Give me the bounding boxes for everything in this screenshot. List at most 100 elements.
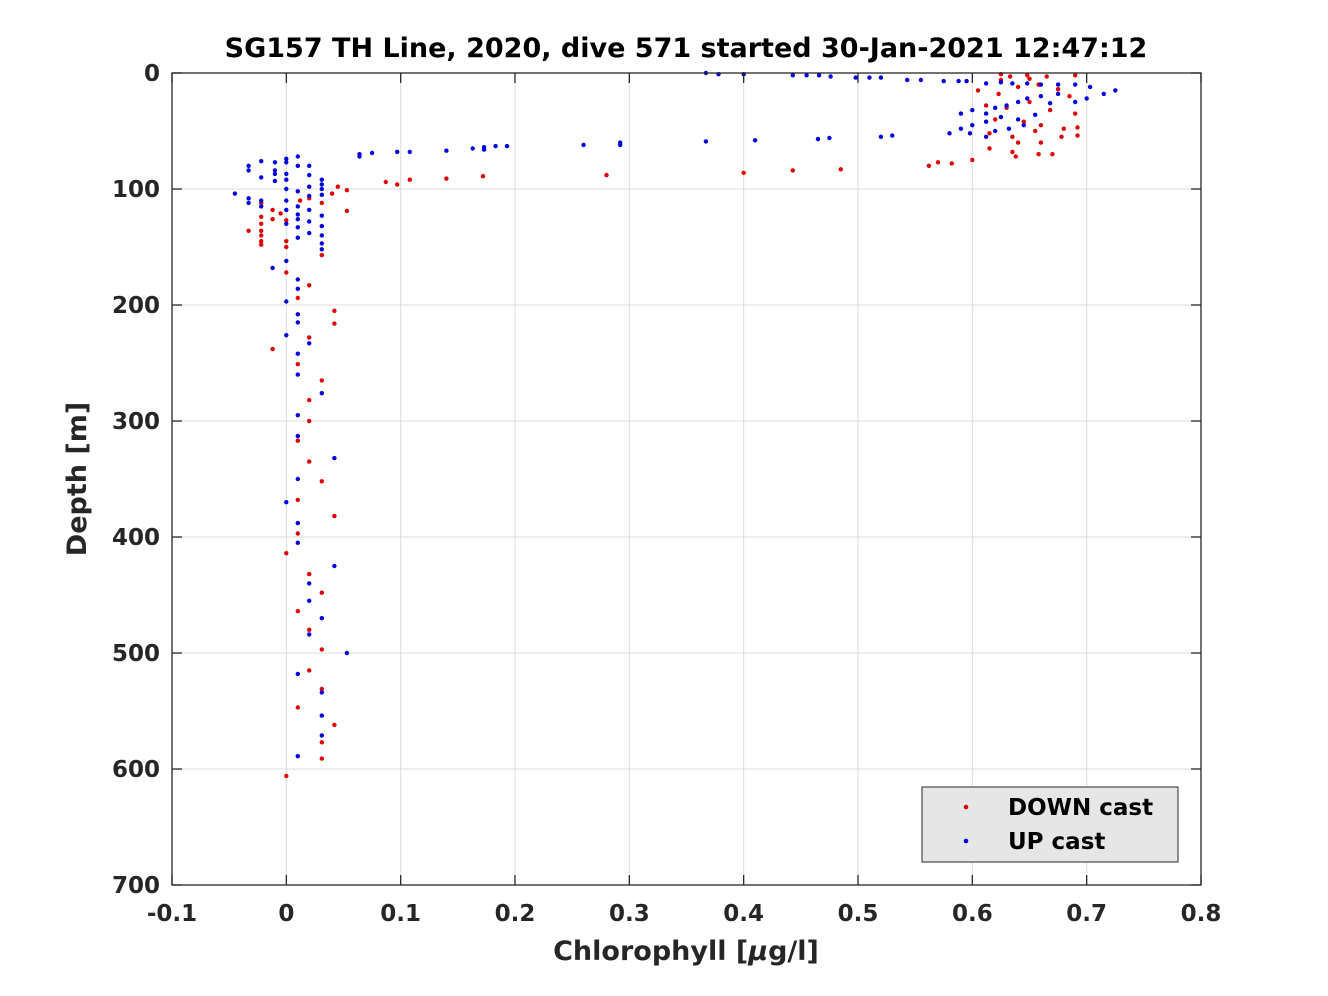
data-point <box>246 228 251 233</box>
data-point <box>993 128 998 134</box>
y-tick-label: 500 <box>112 641 160 667</box>
data-point <box>332 308 337 313</box>
data-point <box>272 168 278 173</box>
data-point <box>307 341 312 346</box>
data-point <box>295 320 300 325</box>
data-point <box>357 154 362 159</box>
data-point <box>295 372 300 377</box>
data-point <box>383 179 388 185</box>
data-point <box>307 163 312 168</box>
data-point <box>307 397 312 403</box>
data-point <box>1013 154 1018 159</box>
y-tick-label: 700 <box>112 873 160 899</box>
series-down-cast <box>246 72 1080 779</box>
data-point <box>1010 149 1015 155</box>
data-point <box>307 283 312 288</box>
data-point <box>319 756 324 761</box>
plot-area-frame <box>171 72 1202 886</box>
data-point <box>804 73 809 78</box>
data-point <box>259 239 264 244</box>
data-point <box>284 333 289 338</box>
data-point <box>284 198 289 203</box>
data-point <box>295 705 300 710</box>
data-point <box>827 135 832 141</box>
data-point <box>295 286 300 291</box>
legend-label-down-cast: DOWN cast <box>1008 795 1153 821</box>
data-point <box>1055 82 1061 87</box>
series-up-cast <box>232 70 1118 759</box>
data-point <box>332 513 337 519</box>
data-point <box>1036 152 1041 157</box>
data-point <box>1075 133 1080 138</box>
data-point <box>259 214 264 219</box>
data-point <box>332 455 337 461</box>
data-point <box>319 192 324 197</box>
legend: DOWN cast UP cast <box>921 786 1179 863</box>
data-point <box>983 134 989 139</box>
data-point <box>319 690 324 695</box>
chart-title: SG157 TH Line, 2020, dive 571 started 30… <box>225 33 1148 64</box>
data-point <box>295 433 300 439</box>
data-point <box>1010 134 1015 139</box>
data-point <box>307 668 312 673</box>
data-point <box>307 598 312 603</box>
data-point <box>295 351 300 356</box>
data-point <box>284 160 289 165</box>
data-point <box>983 119 989 124</box>
data-point <box>996 91 1001 97</box>
data-point <box>867 75 872 80</box>
legend-box <box>921 786 1179 863</box>
data-point <box>295 540 300 545</box>
data-point <box>1004 103 1009 108</box>
data-point <box>878 75 884 80</box>
scatter-points <box>232 70 1118 779</box>
data-point <box>259 204 264 209</box>
data-point <box>581 142 586 148</box>
data-point <box>295 212 300 217</box>
x-tick-label: 0.6 <box>952 901 993 927</box>
data-point <box>947 131 952 136</box>
data-point <box>1087 84 1093 90</box>
data-point <box>284 270 289 275</box>
data-point <box>1025 73 1030 78</box>
data-point <box>444 176 449 181</box>
data-point <box>964 78 969 84</box>
data-point <box>246 196 251 201</box>
data-point <box>259 233 264 238</box>
y-tick-label: 100 <box>112 177 160 203</box>
data-point <box>319 647 324 652</box>
data-point <box>344 650 350 656</box>
data-point <box>295 295 300 301</box>
data-point <box>319 616 324 621</box>
data-point <box>1015 84 1021 90</box>
data-point <box>329 191 335 196</box>
data-point <box>967 131 973 136</box>
data-point <box>284 299 289 304</box>
data-point <box>319 186 324 192</box>
data-point <box>307 172 312 178</box>
data-point <box>295 609 300 614</box>
data-point <box>319 391 324 396</box>
data-point <box>987 131 992 136</box>
data-point <box>1033 128 1038 134</box>
y-axis-label: Depth [m] <box>62 402 93 556</box>
data-point <box>970 157 975 163</box>
data-point <box>284 186 289 192</box>
data-point <box>295 413 300 418</box>
data-point <box>295 235 300 240</box>
data-point <box>344 188 350 193</box>
legend-label-up-cast: UP cast <box>1008 829 1105 855</box>
data-point <box>853 75 858 80</box>
data-point <box>1075 125 1080 130</box>
data-point <box>703 139 709 144</box>
data-point <box>790 73 795 78</box>
data-point <box>395 149 400 155</box>
data-point <box>295 476 300 482</box>
data-point <box>1015 140 1021 145</box>
data-point <box>958 111 964 116</box>
data-point <box>307 193 312 199</box>
data-point <box>504 143 510 149</box>
data-point <box>307 219 312 224</box>
data-point <box>319 182 324 187</box>
